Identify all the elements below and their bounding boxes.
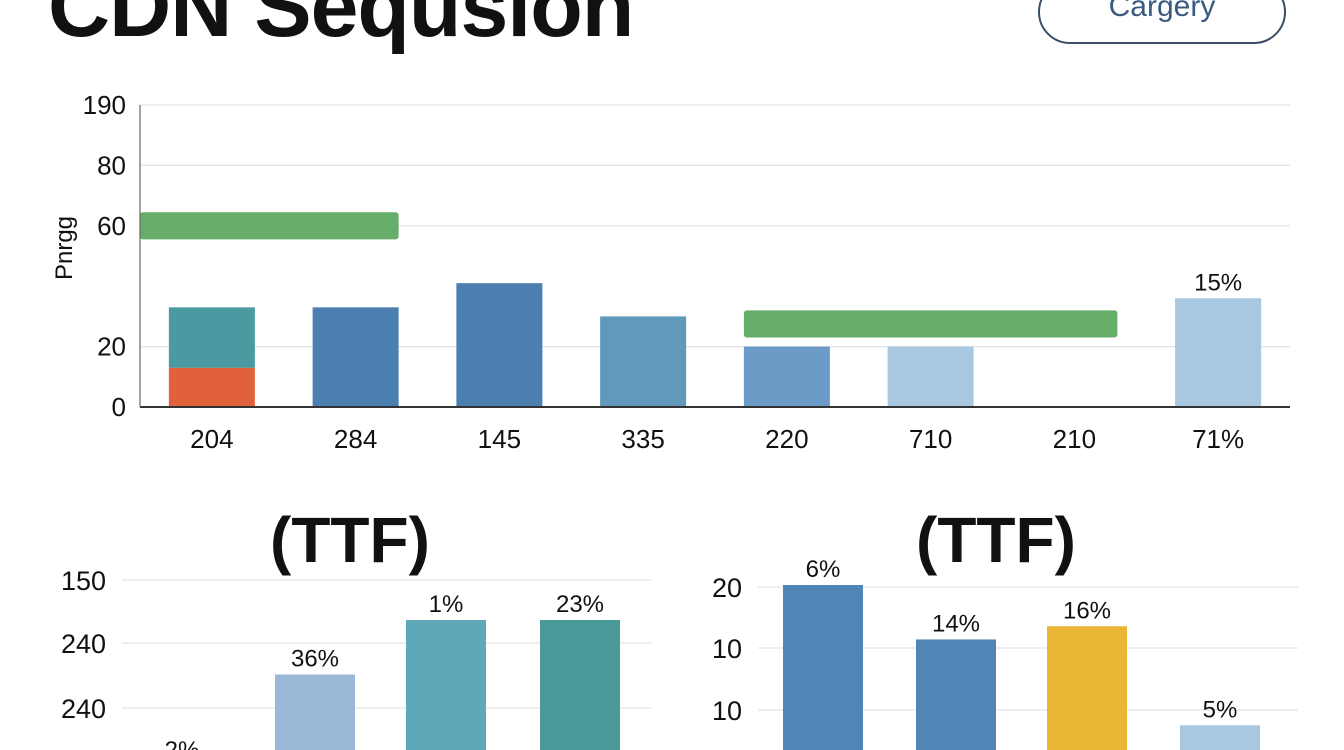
- bar-data-label: 1%: [429, 591, 464, 618]
- bar: [406, 620, 486, 750]
- bar-204: [168, 367, 255, 407]
- bar-204: [168, 307, 255, 368]
- bar: [275, 674, 355, 750]
- x-tick-label: 210: [1053, 424, 1096, 454]
- bar-710: [887, 346, 974, 407]
- right-subchart-title: (TTF): [916, 504, 1076, 576]
- y-axis-label: Pnrgg: [51, 216, 78, 280]
- bar-data-label: 2%: [165, 737, 200, 750]
- left-bar-chart: 2% 36% 1% 23% 150 240 240: [61, 566, 652, 750]
- y-tick-label: 80: [97, 150, 126, 180]
- y-tick-label: 10: [712, 696, 742, 726]
- bar: [540, 620, 620, 750]
- bar-data-label: 15%: [1194, 269, 1242, 296]
- bar: [1180, 725, 1260, 750]
- x-tick-label: 71%: [1192, 424, 1244, 454]
- range-bar: [743, 310, 1118, 338]
- x-tick-label: 145: [478, 424, 521, 454]
- y-tick-label: 20: [712, 573, 742, 603]
- bar: [1047, 626, 1127, 750]
- bar-145: [456, 283, 543, 407]
- x-tick-label: 220: [765, 424, 808, 454]
- y-tick-label: 60: [97, 211, 126, 241]
- bar-data-label: 23%: [556, 591, 604, 618]
- x-tick-label: 204: [190, 424, 233, 454]
- y-tick-label: 10: [712, 634, 742, 664]
- y-tick-label: 150: [61, 566, 106, 596]
- bar: [783, 585, 863, 750]
- x-tick-label: 284: [334, 424, 377, 454]
- range-bar: [140, 212, 399, 240]
- y-tick-label: 190: [83, 90, 126, 120]
- y-tick-label: 20: [97, 332, 126, 362]
- x-tick-label: 335: [621, 424, 664, 454]
- y-tick-label: 0: [112, 392, 126, 422]
- y-tick-label: 240: [61, 694, 106, 724]
- category-button[interactable]: Cargery: [1038, 0, 1286, 44]
- bar-data-label: 36%: [291, 646, 339, 673]
- bar-220: [743, 346, 830, 407]
- left-subchart-title: (TTF): [270, 504, 430, 576]
- bar-data-label: 5%: [1203, 696, 1238, 723]
- right-bar-chart: 6% 14% 16% 5% 20 10 10: [712, 556, 1298, 750]
- bar-data-label: 6%: [806, 556, 841, 583]
- bar-335: [600, 316, 687, 407]
- bar-data-label: 14%: [932, 610, 980, 637]
- bar-data-label: 16%: [1063, 597, 1111, 624]
- y-tick-label: 240: [61, 629, 106, 659]
- chart-title: CDN Sequsion: [48, 0, 634, 55]
- x-tick-label: 710: [909, 424, 952, 454]
- bar-284: [312, 307, 399, 407]
- bar-71%: [1175, 298, 1262, 407]
- bar: [916, 639, 996, 750]
